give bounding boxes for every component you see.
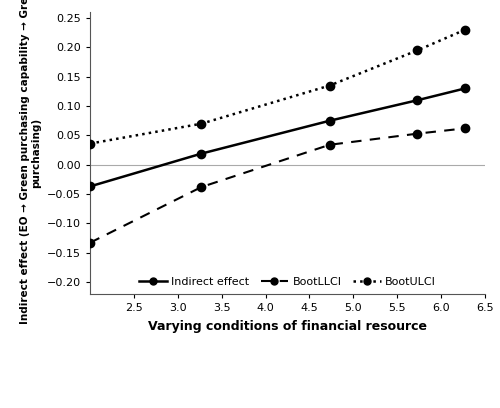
Legend: Indirect effect, BootLLCI, BootULCI: Indirect effect, BootLLCI, BootULCI xyxy=(134,272,440,291)
X-axis label: Varying conditions of financial resource: Varying conditions of financial resource xyxy=(148,320,427,333)
Y-axis label: Indirect effect (EO → Green purchasing capability → Green
purchasing): Indirect effect (EO → Green purchasing c… xyxy=(20,0,42,324)
